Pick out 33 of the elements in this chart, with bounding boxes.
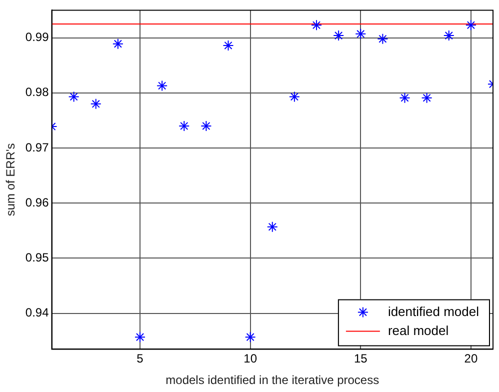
point — [68, 91, 80, 102]
x-tick-label: 10 — [244, 352, 258, 366]
point — [266, 221, 278, 232]
y-tick-label: 0.96 — [25, 195, 50, 210]
y-tick-label: 0.98 — [25, 85, 50, 100]
x-tick-label: 5 — [136, 352, 144, 366]
point — [443, 30, 454, 42]
point — [90, 98, 102, 110]
point — [333, 30, 344, 42]
legend-label: identified model — [388, 304, 480, 319]
y-axis-title: sum of ERR's — [4, 143, 18, 216]
point — [222, 40, 234, 51]
point — [156, 80, 168, 92]
point — [355, 28, 366, 40]
point — [244, 332, 256, 343]
point — [134, 332, 146, 343]
point — [112, 38, 124, 50]
point — [200, 120, 212, 132]
y-tick-label: 0.94 — [25, 306, 50, 320]
point — [288, 91, 300, 102]
x-tick-label: 20 — [464, 352, 478, 366]
y-tick-label: 0.97 — [25, 140, 50, 154]
y-tick-label: 0.95 — [25, 250, 50, 265]
point — [178, 120, 190, 132]
point — [421, 92, 432, 104]
point — [311, 20, 322, 31]
point — [377, 33, 388, 44]
legend-label: real model — [388, 322, 449, 338]
x-axis-title: models identified in the iterative process — [166, 373, 380, 388]
x-tick-label: 15 — [354, 352, 368, 366]
point — [399, 92, 410, 104]
y-tick-label: 0.99 — [25, 30, 50, 44]
point — [465, 20, 476, 31]
